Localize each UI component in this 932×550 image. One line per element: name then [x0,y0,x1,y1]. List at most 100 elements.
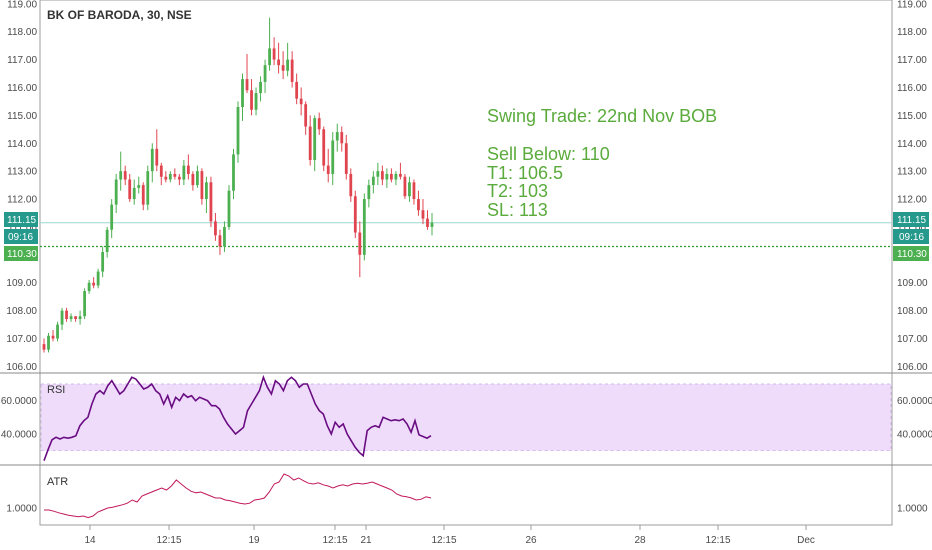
candle-body [322,129,326,166]
price-tick-right: 107.00 [897,334,928,345]
price-tick-right: 115.00 [897,111,927,122]
candle-body [340,132,344,144]
annotation-line-5: SL: 113 [487,200,548,220]
price-tick-left: 112.00 [7,195,37,206]
candle-body [250,90,253,110]
annotation-line-3: T1: 106.5 [487,163,563,183]
annotation-line-4: T2: 103 [487,181,548,201]
candle-body [51,335,55,339]
candle-body [155,148,159,166]
candle-body [245,79,249,91]
candle-body [358,232,362,255]
candle-body [205,182,208,200]
candle-body [223,226,226,247]
price-tick-left: 116.00 [7,83,37,94]
candle-body [408,182,411,197]
level-tag-left [4,246,38,261]
last-price-tag-right [893,212,929,227]
candle-body [150,148,154,172]
time-tick-label: 21 [360,535,372,546]
candle-body [335,132,339,141]
candle-body [349,173,353,197]
price-tick-right: 114.00 [897,139,927,150]
rsi-tick-left: 60.0000 [1,396,38,407]
level-tag-left-text: 110.30 [7,249,37,260]
price-tick-right: 106.00 [897,362,928,373]
plot-frame [39,0,893,526]
candle-body [69,316,73,319]
last-price-tag-right-text: 111.15 [897,215,927,226]
candle-body [110,204,114,230]
candle-body [403,176,407,197]
candle-body [227,190,231,227]
time-tick-label: 12:15 [156,535,181,546]
candle-body [426,218,429,227]
candle-body [56,324,59,339]
price-tick-right: 119.00 [897,0,927,10]
price-tick-left: 109.00 [6,278,37,289]
candle-body [272,48,276,60]
price-tick-left: 115.00 [7,111,37,122]
price-tick-left: 111.00 [8,222,38,233]
candle-body [376,171,380,177]
price-tick-left: 107.00 [6,334,37,345]
candle-body [47,335,50,350]
price-tick-right: 116.00 [897,83,927,94]
candle-body [362,199,366,255]
candle-body [92,282,96,286]
time-tick-label: 12:15 [431,535,456,546]
candle-body [74,316,77,319]
time-tick-label: 26 [525,535,537,546]
candle-body [344,143,348,174]
candle-body [290,59,294,82]
price-tick-right: 118.00 [897,27,927,38]
candle-body [277,59,281,66]
candle-body [60,310,64,325]
price-tick-right: 117.00 [897,55,927,66]
price-tick-right: 109.00 [897,278,928,289]
rsi-line [43,374,432,461]
candles [42,17,434,353]
candle-body [399,173,402,177]
candle-body [146,171,150,205]
candle-body [114,179,118,205]
candle-body [417,199,420,211]
right-tags: 111.15 09:16 110.30 [893,212,929,261]
annotation-line-2: Sell Below: 110 [487,144,610,164]
time-tick-label: 19 [248,535,260,546]
candle-body [101,252,105,272]
candle-body [218,235,222,247]
countdown-tag-left [4,229,38,244]
time-axis: 14 12:15 19 12:15 21 12:15 26 28 12:15 Dec [84,525,815,546]
chart-title: BK OF BARODA, 30, NSE [47,8,192,22]
candle-body [268,48,271,66]
candle-body [299,98,303,105]
candle-body [191,173,195,186]
candle-body [295,81,299,99]
candle-body [78,316,82,319]
candle-body [254,93,258,110]
price-tick-right: 111.00 [897,222,927,233]
candle-body [326,165,330,174]
candle-body [304,104,308,127]
candle-body [421,210,425,219]
atr-tick-right: 1.0000 [897,504,928,515]
candle-body [177,176,181,180]
last-price-tag-left [4,212,38,227]
candle-body [232,154,235,191]
price-tick-left: 114.00 [7,139,37,150]
candle-body [259,81,262,94]
rsi-label: RSI [47,384,65,396]
candle-body [367,185,371,200]
price-tick-left: 113.00 [7,167,37,178]
rsi-band [40,383,892,452]
countdown-tag-right-text: 09:16 [899,232,924,243]
candle-body [182,165,186,180]
atr-tick-left: 1.0000 [6,504,37,515]
rsi-tick-left: 40.0000 [1,430,38,441]
candle-body [412,182,416,200]
rsi-tick-right: 60.0000 [897,396,932,407]
time-tick-label: 12:15 [705,535,730,546]
candle-body [385,173,389,180]
